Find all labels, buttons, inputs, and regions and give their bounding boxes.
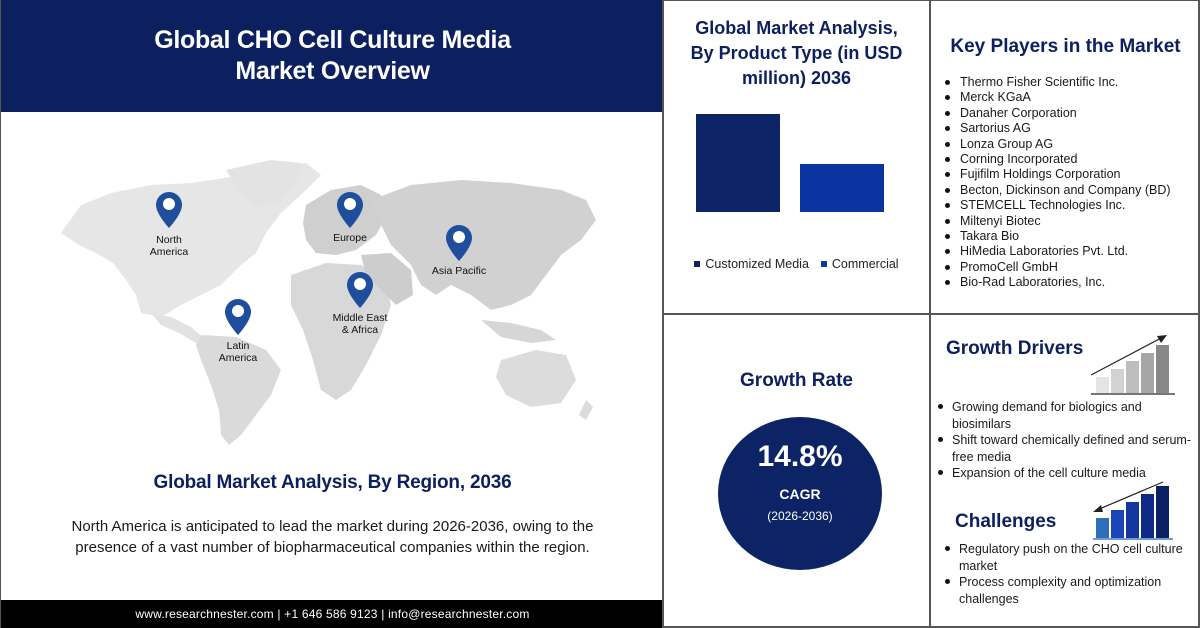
region-label-asia-pacific: Asia Pacific [431,265,487,277]
asia-shape [371,180,596,310]
list-item: Shift toward chemically defined and seru… [936,432,1196,465]
region-analysis-title: Global Market Analysis, By Region, 2036 [153,472,512,493]
list-item: Takara Bio [943,229,1193,244]
list-item: Danaher Corporation [943,106,1193,121]
region-label-middle-east-africa: Middle East & Africa [332,312,388,336]
growth-drivers-title: Growth Drivers [946,338,1084,359]
map-pin-icon-latin-america[interactable] [225,299,251,335]
header-banner: Global CHO Cell Culture Media Market Ove… [1,0,664,112]
list-item: STEMCELL Technologies Inc. [943,198,1193,213]
growth-rate-panel: Growth Rate 14.8% CAGR (2026-2036) [663,315,930,628]
list-item: PromoCell GmbH [943,260,1193,275]
region-label-europe: Europe [333,232,367,244]
divider-horizontal [662,313,1200,315]
new-zealand-shape [579,400,593,420]
southeast-asia-shape [481,320,556,343]
growth-chart-icon [1091,335,1175,395]
greenland-shape [226,160,301,207]
list-item: Process complexity and optimization chal… [943,574,1198,607]
world-map: North America Europe Asia Pacific Middle … [41,145,621,445]
map-pin-icon-middle-east-africa[interactable] [347,272,373,308]
map-pin-icon-north-america[interactable] [156,192,182,228]
list-item: Miltenyi Biotec [943,214,1193,229]
key-players-panel: Key Players in the Market Thermo Fisher … [931,0,1200,313]
product-type-chart-panel: Global Market Analysis, By Product Type … [663,0,930,313]
middle-east-shape [361,253,413,305]
contact-footer: www.researchnester.com | +1 646 586 9123… [1,600,664,628]
list-item: Fujifilm Holdings Corporation [943,167,1193,182]
map-pin-icon-europe[interactable] [337,192,363,228]
south-america-shape [196,335,281,445]
list-item: Lonza Group AG [943,137,1193,152]
list-item: Thermo Fisher Scientific Inc. [943,75,1193,90]
bar-commercial[interactable] [800,164,884,212]
challenges-chart-icon [1093,481,1173,540]
chart-title: Global Market Analysis, By Product Type … [690,18,903,88]
central-america-shape [151,313,206,343]
chart-legend: Customized Media Commercial [663,257,930,271]
key-players-title: Key Players in the Market [950,36,1181,57]
challenges-list: Regulatory push on the CHO cell culture … [943,541,1198,607]
list-item: Growing demand for biologics and biosimi… [936,399,1196,432]
region-analysis-description: North America is anticipated to lead the… [71,518,594,556]
title-line-2: Market Overview [235,57,430,85]
page-title: Global CHO Cell Culture Media Market Ove… [154,25,511,87]
key-players-list: Thermo Fisher Scientific Inc. Merck KGaA… [943,75,1193,291]
border-right [1198,0,1200,628]
list-item: Merck KGaA [943,90,1193,105]
bar-customized-media[interactable] [696,114,780,212]
overview-panel: Global CHO Cell Culture Media Market Ove… [0,0,664,628]
challenges-title: Challenges [955,511,1057,532]
list-item: Bio-Rad Laboratories, Inc. [943,275,1193,290]
growth-rate-title: Growth Rate [740,370,853,391]
world-map-shapes [61,160,596,445]
map-pin-icon-asia-pacific[interactable] [446,225,472,261]
border-bottom [662,626,1200,628]
australia-shape [496,350,576,407]
contact-info: www.researchnester.com | +1 646 586 9123… [135,607,530,621]
list-item: Regulatory push on the CHO cell culture … [943,541,1198,574]
cagr-value: 14.8% [757,440,843,473]
list-item: HiMedia Laboratories Pvt. Ltd. [943,244,1193,259]
growth-drivers-list: Growing demand for biologics and biosimi… [936,399,1196,482]
region-label-latin-america: Latin America [218,340,258,364]
list-item: Corning Incorporated [943,152,1193,167]
border-top [662,0,1200,1]
cagr-label: CAGR [779,486,821,502]
drivers-challenges-panel: Growth Drivers Growing demand for biolog… [931,315,1200,628]
cagr-badge: 14.8% CAGR (2026-2036) [718,417,882,570]
list-item: Becton, Dickinson and Company (BD) [943,183,1193,198]
legend-item-commercial: Commercial [820,257,899,271]
cagr-period: (2026-2036) [767,509,833,523]
legend-swatch-icon [694,261,701,267]
legend-swatch-icon [820,261,827,267]
list-item: Expansion of the cell culture media [936,465,1196,482]
legend-item-customized-media: Customized Media [694,257,809,271]
list-item: Sartorius AG [943,121,1193,136]
title-line-1: Global CHO Cell Culture Media [154,26,511,54]
region-label-north-america: North America [149,234,189,258]
